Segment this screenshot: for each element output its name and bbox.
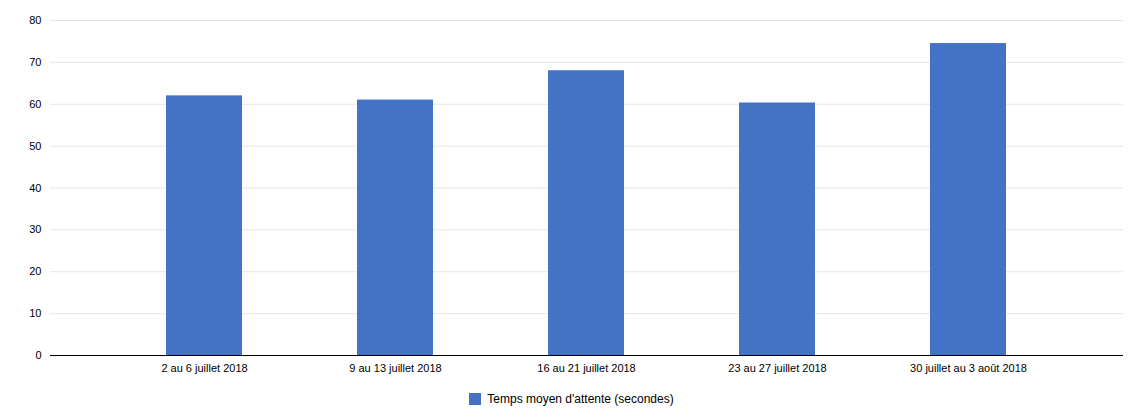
html-text:Temps moyen d'attente (seconde: Temps moyen d'attente (secondes) xyxy=(487,392,674,406)
svg-text:20: 20 xyxy=(29,265,41,277)
svg-text:50: 50 xyxy=(29,140,41,152)
svg-text:0: 0 xyxy=(35,349,41,361)
svg-text:40: 40 xyxy=(29,182,41,194)
svg-text:80: 80 xyxy=(29,14,41,26)
svg-text:30 juillet au 3 août 2018: 30 juillet au 3 août 2018 xyxy=(910,362,1027,374)
svg-text:10: 10 xyxy=(29,307,41,319)
svg-text:2 au 6 juillet 2018: 2 au 6 juillet 2018 xyxy=(161,362,247,374)
svg-text:23 au 27 juillet 2018: 23 au 27 juillet 2018 xyxy=(728,362,826,374)
svg-text:60: 60 xyxy=(29,98,41,110)
svg-text:70: 70 xyxy=(29,56,41,68)
svg-text:9 au 13 juillet 2018: 9 au 13 juillet 2018 xyxy=(349,362,441,374)
svg-text:30: 30 xyxy=(29,223,41,235)
svg-text:16 au 21 juillet 2018: 16 au 21 juillet 2018 xyxy=(537,362,635,374)
